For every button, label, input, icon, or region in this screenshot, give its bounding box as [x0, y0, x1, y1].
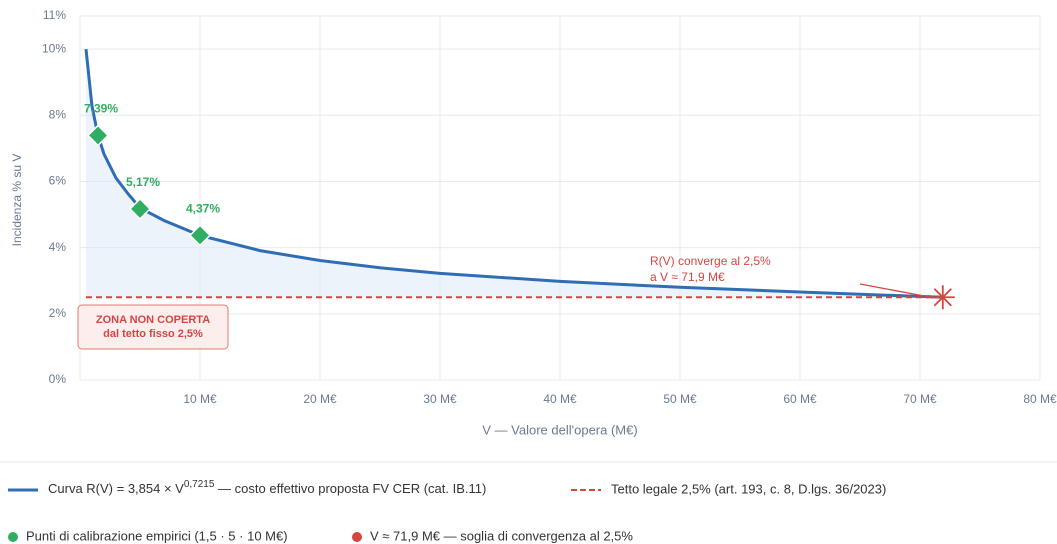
legend-label-part: Curva R(V) = 3,854 × V [48, 481, 184, 496]
x-axis-title: V — Valore dell'opera (M€) [482, 422, 637, 437]
x-tick-label: 20 M€ [303, 392, 337, 406]
legend-label-part: 0,7215 [184, 479, 215, 490]
y-tick-label: 4% [49, 240, 67, 254]
legend-label: V ≈ 71,9 M€ — soglia di convergenza al 2… [370, 528, 633, 543]
calibration-point [86, 124, 110, 147]
annotation-box [77, 304, 229, 350]
legend-label: Punti di calibrazione empirici (1,5 · 5 … [26, 528, 288, 543]
data-label: 4,37% [186, 202, 220, 216]
y-axis-title: Incidenza % su V [10, 154, 24, 247]
x-tick-label: 10 M€ [183, 392, 217, 406]
calibration-point [188, 224, 212, 247]
data-label: 7,39% [84, 102, 118, 116]
area-fill [86, 49, 943, 298]
legend-marker [352, 532, 362, 542]
x-tick-label: 60 M€ [783, 392, 817, 406]
legend-label: Curva R(V) = 3,854 × V0,7215 — costo eff… [48, 479, 486, 497]
legend-marker [8, 532, 18, 542]
convergence-point [930, 285, 955, 310]
y-tick-label: 8% [49, 107, 67, 121]
data-label: 5,17% [126, 175, 160, 189]
x-tick-label: 30 M€ [423, 392, 457, 406]
y-tick-label: 6% [49, 174, 67, 188]
x-tick-label: 70 M€ [903, 392, 937, 406]
y-tick-label: 11% [43, 8, 66, 22]
annotation-text: a V ≈ 71,9 M€ [650, 270, 725, 284]
legend-label-part: — costo effettivo proposta FV CER (cat. … [214, 481, 486, 496]
annotation-arrow [859, 283, 936, 299]
annotation-text: ZONA NON COPERTA [96, 314, 210, 326]
annotation-text: R(V) converge al 2,5% [650, 254, 771, 268]
x-tick-label: 80 M€ [1023, 392, 1057, 406]
annotation-text: dal tetto fisso 2,5% [103, 328, 203, 340]
x-tick-label: 40 M€ [543, 392, 577, 406]
legend-label: Tetto legale 2,5% (art. 193, c. 8, D.lgs… [611, 481, 886, 496]
calibration-point [128, 197, 152, 220]
y-tick-label: 0% [49, 372, 67, 386]
y-tick-label: 2% [49, 306, 67, 320]
y-tick-label: 10% [42, 41, 66, 55]
asterisk-stroke [933, 288, 952, 307]
x-tick-label: 50 M€ [663, 392, 697, 406]
